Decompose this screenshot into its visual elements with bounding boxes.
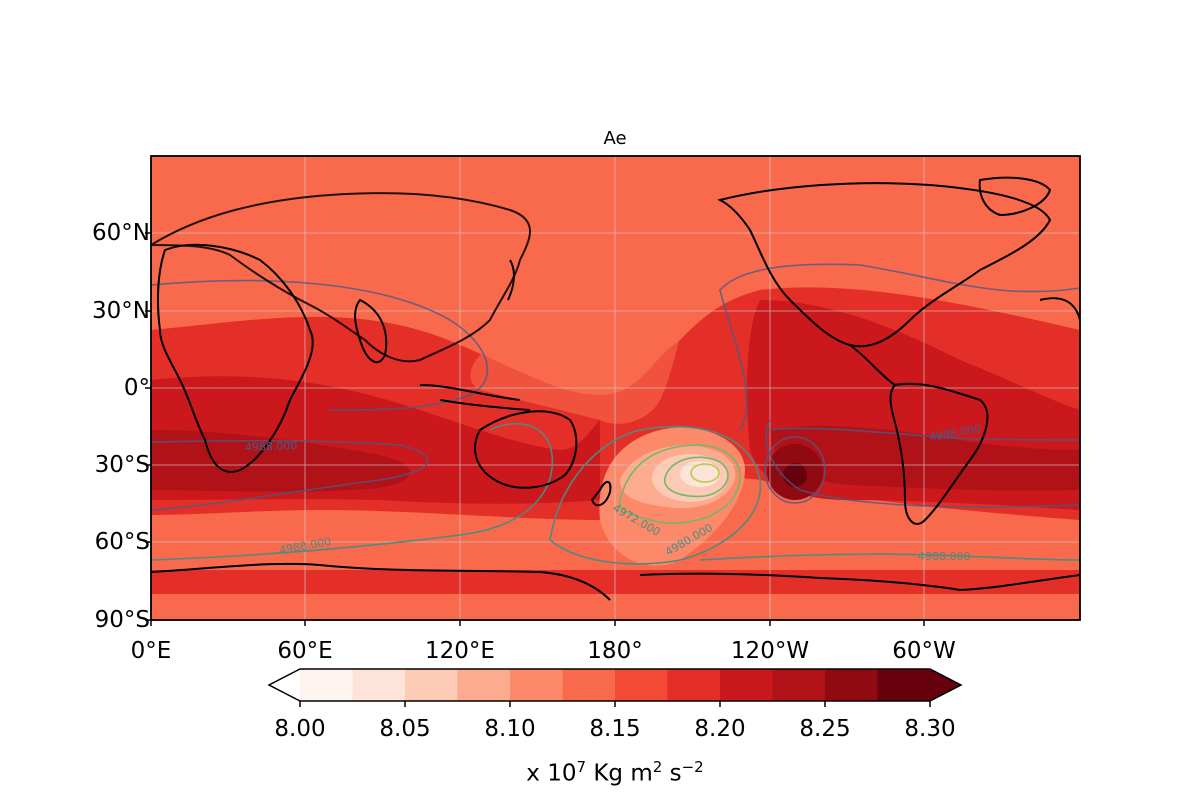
lon-tick-label: 120°W <box>730 638 810 664</box>
lon-tick-label: 60°W <box>892 638 956 664</box>
lon-tick-label: 180° <box>587 638 643 664</box>
land-outlines <box>151 176 1080 601</box>
colorbar-segment <box>615 669 668 701</box>
colorbar-segment <box>510 669 563 701</box>
lon-tick-label: 60°E <box>277 638 333 664</box>
colorbar-segment <box>457 669 511 701</box>
colorbar-extend-min <box>269 669 300 701</box>
lon-tick-label: 120°E <box>425 638 495 664</box>
lat-tick-label: 0° <box>123 375 150 401</box>
gridlines <box>151 156 1080 620</box>
colorbar-tick-label: 8.00 <box>274 716 326 742</box>
colorbar-segment <box>667 669 721 701</box>
colorbar-segment <box>562 669 616 701</box>
colorbar-segment <box>405 669 458 701</box>
colorbar-extend-max <box>930 669 961 701</box>
colorbar-segment <box>300 669 353 701</box>
colorbar-segment <box>877 669 931 701</box>
lat-tick-label: 30°N <box>92 298 150 324</box>
contour-lines <box>151 263 1080 565</box>
lon-tick-label: 0°E <box>130 638 172 664</box>
colorbar-tick-label: 8.10 <box>484 716 536 742</box>
lat-tick-label: 90°S <box>94 607 150 633</box>
colorbar-tick-label: 8.20 <box>694 716 746 742</box>
colorbar <box>267 668 963 707</box>
colorbar-tick-label: 8.30 <box>904 716 956 742</box>
colorbar-segment <box>772 669 826 701</box>
colorbar-tick-label: 8.05 <box>379 716 431 742</box>
plot-title: Ae <box>603 128 627 149</box>
contour-label: 4988.000 <box>918 550 971 563</box>
colorbar-segment <box>352 669 406 701</box>
contour-label: 4988.000 <box>245 439 298 454</box>
colorbar-label: x 107 Kg m2 s−2 <box>526 758 704 787</box>
colorbar-tick-label: 8.15 <box>589 716 641 742</box>
colorbar-tick-label: 8.25 <box>799 716 851 742</box>
lat-tick-label: 30°S <box>94 452 150 478</box>
axis-ticks <box>145 232 925 626</box>
colorbar-segment <box>825 669 878 701</box>
lat-tick-label: 60°S <box>94 529 150 555</box>
colorbar-segment <box>720 669 773 701</box>
lat-tick-label: 60°N <box>92 220 150 246</box>
